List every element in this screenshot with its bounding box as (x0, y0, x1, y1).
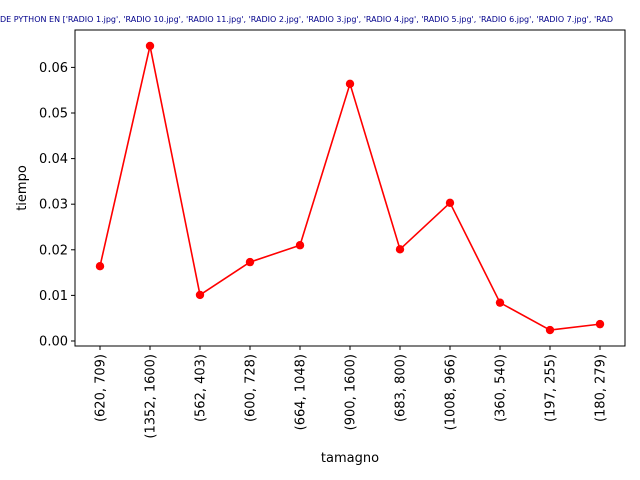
x-tick-label: (900, 1600) (344, 354, 359, 430)
x-tick-label: (664, 1048) (294, 354, 309, 430)
y-axis-label: tiempo (15, 165, 30, 211)
x-tick-label: (620, 709) (94, 354, 109, 422)
x-tick-label: (562, 403) (194, 354, 209, 422)
data-point (595, 319, 605, 329)
y-tick-label: 0.00 (39, 334, 68, 349)
series-line (99, 45, 601, 331)
y-tick-label: 0.04 (39, 152, 68, 167)
data-point (345, 79, 355, 89)
data-point (295, 241, 305, 250)
x-tick-label: (600, 728) (244, 354, 259, 422)
chart-title: DE PYTHON EN ['RADIO 1.jpg', 'RADIO 10.j… (0, 15, 613, 24)
y-tick-label: 0.05 (39, 106, 68, 121)
x-tick-label: (1352, 1600) (144, 354, 159, 439)
x-tick-label: (683, 800) (394, 354, 409, 422)
y-tick-label: 0.03 (39, 198, 68, 213)
data-point (495, 298, 505, 307)
y-tick-label: 0.02 (39, 243, 68, 258)
y-axis-ticks: 0.00 0.01 0.02 0.03 0.04 0.05 0.06 (39, 61, 75, 349)
series-group (95, 41, 605, 335)
data-point (95, 262, 105, 271)
x-axis-ticks: (620, 709) (1352, 1600) (562, 403) (600, 72… (94, 346, 609, 439)
data-point (395, 245, 405, 254)
data-point (245, 257, 255, 267)
x-tick-label: (180, 279) (594, 354, 609, 422)
y-tick-label: 0.06 (39, 61, 68, 76)
x-tick-label: (1008, 966) (444, 354, 459, 430)
data-point (545, 325, 555, 335)
plot-frame (74, 29, 626, 347)
data-point (195, 290, 205, 300)
x-tick-label: (197, 255) (544, 354, 559, 422)
data-point (145, 41, 155, 51)
x-tick-label: (360, 540) (494, 354, 509, 422)
y-tick-label: 0.01 (39, 289, 68, 304)
data-point (445, 198, 455, 208)
x-axis-label: tamagno (321, 451, 379, 466)
